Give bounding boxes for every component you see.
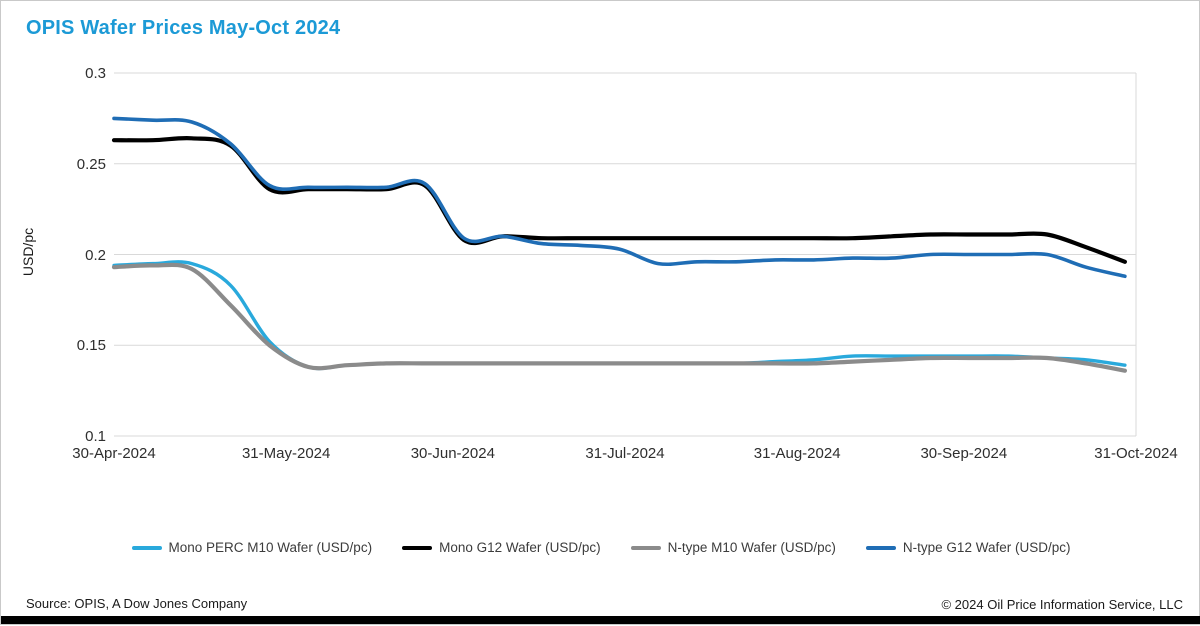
legend-item: Mono PERC M10 Wafer (USD/pc) [131, 540, 373, 555]
copyright-note: © 2024 Oil Price Information Service, LL… [941, 597, 1183, 612]
series-line-n-type-g12-wafer-usd-pc- [112, 116, 1127, 279]
series-line-n-type-m10-wafer-usd-pc- [111, 262, 1127, 373]
x-tick-label: 31-May-2024 [241, 445, 331, 462]
y-tick-label: 0.3 [85, 65, 106, 82]
legend-item: N-type G12 Wafer (USD/pc) [865, 540, 1071, 555]
source-note: Source: OPIS, A Dow Jones Company [26, 596, 248, 611]
legend-line-swatch [865, 545, 896, 550]
x-tick-label: 30-Jun-2024 [410, 445, 495, 462]
line-chart-plot [111, 72, 1137, 437]
y-tick-label: 0.1 [85, 428, 106, 445]
legend-line-swatch [402, 545, 433, 550]
chart-title: OPIS Wafer Prices May-Oct 2024 [26, 17, 341, 39]
series-line-mono-g12-wafer-usd-pc- [111, 136, 1127, 264]
series-line-mono-perc-m10-wafer-usd-pc- [112, 260, 1127, 371]
chart-legend: Mono PERC M10 Wafer (USD/pc) Mono G12 Waf… [1, 540, 1200, 555]
legend-item: Mono G12 Wafer (USD/pc) [402, 540, 601, 555]
legend-line-swatch [131, 545, 162, 550]
legend-item: N-type M10 Wafer (USD/pc) [630, 540, 836, 555]
y-tick-label: 0.2 [85, 246, 106, 264]
legend-line-swatch [630, 545, 661, 550]
bottom-bar [1, 616, 1200, 624]
x-tick-label: 31-Oct-2024 [1094, 445, 1178, 462]
x-tick-label: 31-Jul-2024 [585, 445, 665, 462]
legend-label: Mono G12 Wafer (USD/pc) [439, 540, 601, 555]
x-tick-label: 30-Apr-2024 [72, 445, 156, 462]
x-tick-label: 30-Sep-2024 [920, 445, 1008, 462]
x-tick-label: 31-Aug-2024 [753, 445, 841, 462]
y-tick-label: 0.15 [76, 337, 106, 355]
y-tick-label: 0.25 [76, 155, 106, 173]
legend-label: N-type G12 Wafer (USD/pc) [902, 540, 1071, 555]
legend-label: Mono PERC M10 Wafer (USD/pc) [168, 540, 373, 555]
legend-label: N-type M10 Wafer (USD/pc) [667, 540, 836, 555]
